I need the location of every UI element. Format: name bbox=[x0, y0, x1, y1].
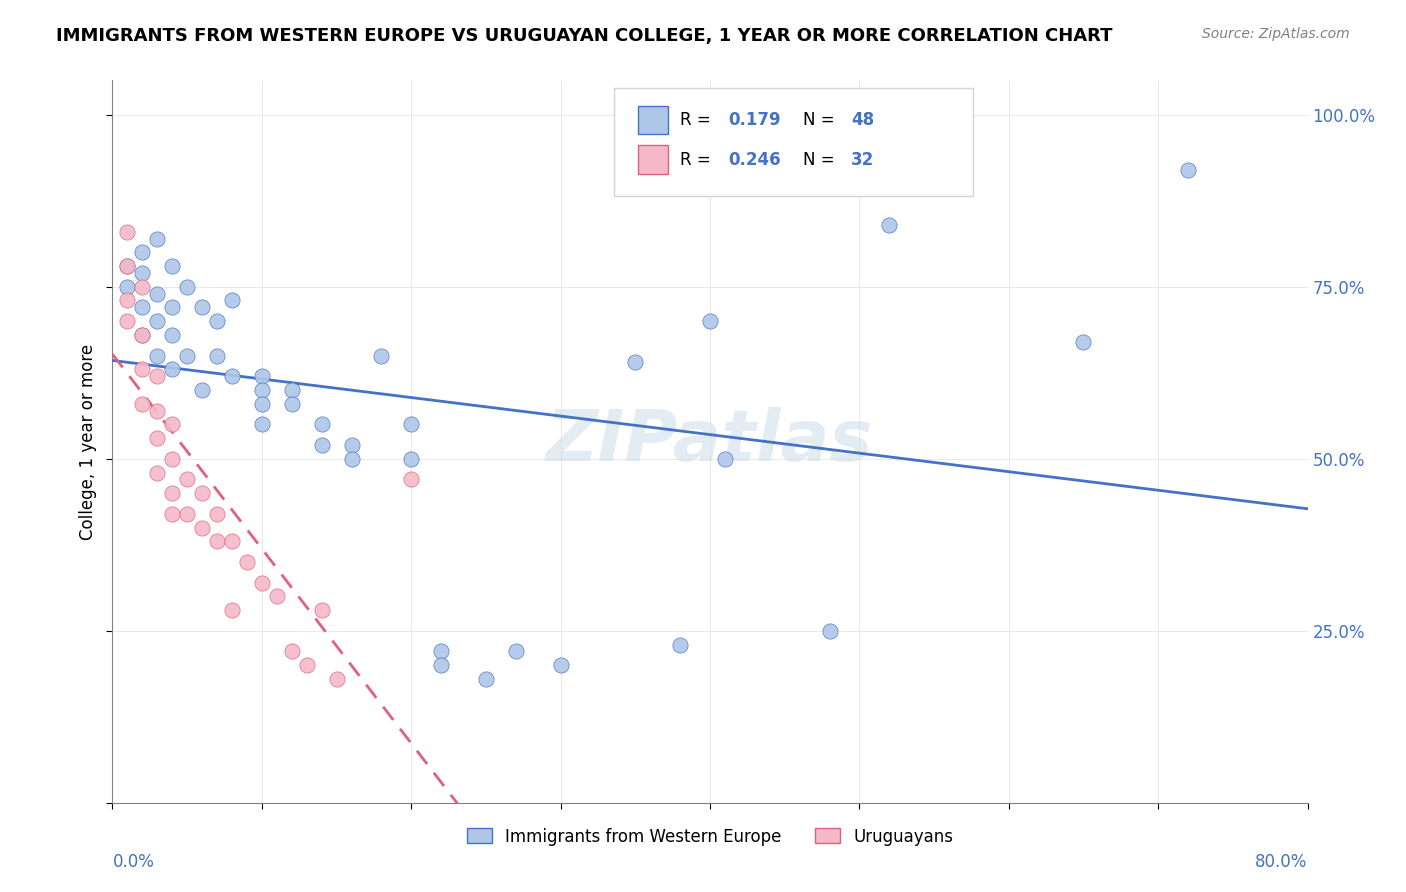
Y-axis label: College, 1 year or more: College, 1 year or more bbox=[79, 343, 97, 540]
Point bbox=[430, 644, 453, 658]
Bar bbox=[638, 145, 668, 174]
Point bbox=[311, 438, 333, 452]
Point bbox=[250, 369, 273, 384]
Point bbox=[176, 279, 198, 293]
Point bbox=[475, 672, 498, 686]
Bar bbox=[638, 105, 668, 135]
Point bbox=[266, 590, 288, 604]
Point bbox=[205, 534, 228, 549]
Point bbox=[340, 451, 363, 466]
Point bbox=[131, 279, 153, 293]
Point bbox=[250, 417, 273, 432]
Point bbox=[191, 383, 214, 397]
FancyBboxPatch shape bbox=[614, 87, 973, 196]
Point bbox=[340, 438, 363, 452]
Point bbox=[250, 383, 273, 397]
Point bbox=[281, 383, 304, 397]
Text: N =: N = bbox=[803, 111, 841, 129]
Point bbox=[146, 286, 169, 301]
Point bbox=[117, 259, 139, 273]
Point bbox=[117, 279, 139, 293]
Point bbox=[818, 624, 841, 638]
Text: 48: 48 bbox=[851, 111, 875, 129]
Point bbox=[550, 658, 572, 673]
Point bbox=[624, 355, 647, 369]
Text: 0.0%: 0.0% bbox=[112, 854, 155, 871]
Point bbox=[370, 349, 392, 363]
Point bbox=[162, 301, 183, 315]
Point bbox=[221, 293, 243, 308]
Point bbox=[236, 555, 259, 569]
Point bbox=[311, 603, 333, 617]
Point bbox=[401, 451, 423, 466]
Point bbox=[401, 472, 423, 486]
Point bbox=[131, 397, 153, 411]
Point bbox=[669, 638, 692, 652]
Point bbox=[131, 266, 153, 280]
Point bbox=[205, 507, 228, 521]
Point bbox=[176, 349, 198, 363]
Point bbox=[176, 507, 198, 521]
Legend: Immigrants from Western Europe, Uruguayans: Immigrants from Western Europe, Uruguaya… bbox=[460, 821, 960, 852]
Point bbox=[146, 403, 169, 417]
Point bbox=[117, 225, 139, 239]
Point bbox=[325, 672, 347, 686]
Text: 80.0%: 80.0% bbox=[1256, 854, 1308, 871]
Point bbox=[117, 314, 139, 328]
Point bbox=[699, 314, 721, 328]
Point bbox=[131, 301, 153, 315]
Point bbox=[879, 218, 901, 232]
Point bbox=[281, 644, 304, 658]
Text: IMMIGRANTS FROM WESTERN EUROPE VS URUGUAYAN COLLEGE, 1 YEAR OR MORE CORRELATION : IMMIGRANTS FROM WESTERN EUROPE VS URUGUA… bbox=[56, 27, 1112, 45]
Point bbox=[714, 451, 737, 466]
Point bbox=[131, 245, 153, 260]
Text: N =: N = bbox=[803, 151, 841, 169]
Point bbox=[162, 507, 183, 521]
Point bbox=[401, 417, 423, 432]
Text: 0.246: 0.246 bbox=[728, 151, 780, 169]
Point bbox=[191, 301, 214, 315]
Point bbox=[430, 658, 453, 673]
Text: Source: ZipAtlas.com: Source: ZipAtlas.com bbox=[1202, 27, 1350, 41]
Point bbox=[162, 451, 183, 466]
Point bbox=[162, 486, 183, 500]
Point bbox=[1177, 162, 1199, 177]
Point bbox=[117, 259, 139, 273]
Point bbox=[146, 369, 169, 384]
Point bbox=[131, 327, 153, 342]
Point bbox=[1073, 334, 1095, 349]
Point bbox=[505, 644, 527, 658]
Text: R =: R = bbox=[681, 111, 716, 129]
Point bbox=[191, 520, 214, 534]
Text: 0.179: 0.179 bbox=[728, 111, 780, 129]
Text: ZIPatlas: ZIPatlas bbox=[547, 407, 873, 476]
Point bbox=[191, 486, 214, 500]
Point bbox=[221, 603, 243, 617]
Point bbox=[162, 327, 183, 342]
Point bbox=[162, 259, 183, 273]
Point bbox=[146, 231, 169, 245]
Point bbox=[146, 466, 169, 480]
Point bbox=[117, 293, 139, 308]
Point bbox=[146, 314, 169, 328]
Text: R =: R = bbox=[681, 151, 716, 169]
Point bbox=[131, 327, 153, 342]
Point bbox=[205, 349, 228, 363]
Point bbox=[162, 362, 183, 376]
Point bbox=[176, 472, 198, 486]
Point bbox=[250, 397, 273, 411]
Point bbox=[221, 369, 243, 384]
Point bbox=[250, 575, 273, 590]
Point bbox=[162, 417, 183, 432]
Point bbox=[281, 397, 304, 411]
Point bbox=[146, 431, 169, 445]
Point bbox=[295, 658, 318, 673]
Text: 32: 32 bbox=[851, 151, 875, 169]
Point bbox=[205, 314, 228, 328]
Point bbox=[221, 534, 243, 549]
Point bbox=[311, 417, 333, 432]
Point bbox=[146, 349, 169, 363]
Point bbox=[131, 362, 153, 376]
